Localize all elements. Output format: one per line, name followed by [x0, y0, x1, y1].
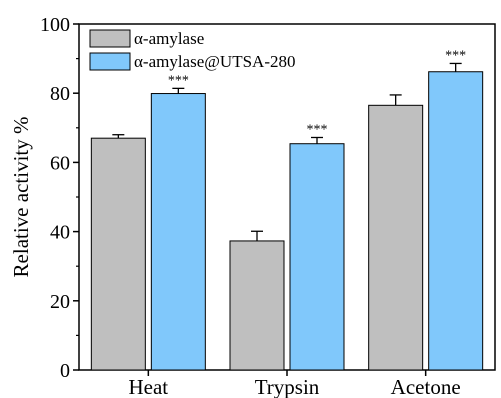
significance-label: ***	[445, 48, 466, 63]
plot-area: *** *** *** 0 20 40 60 80 100 Heat Trypsin Acetone	[40, 14, 496, 398]
bar-alpha-amylase-utsa-280	[289, 143, 345, 371]
y-tick-label: 40	[50, 222, 70, 244]
axis-layer: 0 20 40 60 80 100 Heat Trypsin Acetone	[40, 14, 461, 398]
bar-alpha-amylase-utsa-280	[150, 93, 206, 371]
bar-alpha-amylase	[229, 240, 285, 371]
bars-layer: *** *** ***	[90, 48, 484, 371]
bar-alpha-amylase-utsa-280	[428, 71, 484, 371]
significance-label: ***	[307, 122, 328, 137]
x-tick-label: Heat	[129, 375, 169, 398]
y-axis-label: Relative activity %	[9, 117, 33, 278]
y-tick-label: 20	[50, 291, 70, 313]
legend: α-amylase α-amylase@UTSA-280	[89, 29, 295, 71]
x-tick-label: Acetone	[391, 375, 461, 398]
legend-swatch-alpha-amylase-utsa-280	[89, 52, 131, 71]
y-tick-label: 60	[50, 152, 70, 174]
y-tick-label: 0	[60, 360, 70, 382]
legend-swatch-alpha-amylase	[89, 29, 131, 48]
y-tick-label: 100	[40, 14, 70, 36]
legend-label-alpha-amylase-utsa-280: α-amylase@UTSA-280	[134, 52, 295, 71]
legend-label-alpha-amylase: α-amylase	[134, 29, 204, 48]
x-tick-label: Trypsin	[255, 375, 320, 398]
y-tick-label: 80	[50, 83, 70, 105]
bar-alpha-amylase	[90, 137, 146, 371]
significance-label: ***	[168, 73, 189, 88]
bar-alpha-amylase	[368, 104, 424, 371]
